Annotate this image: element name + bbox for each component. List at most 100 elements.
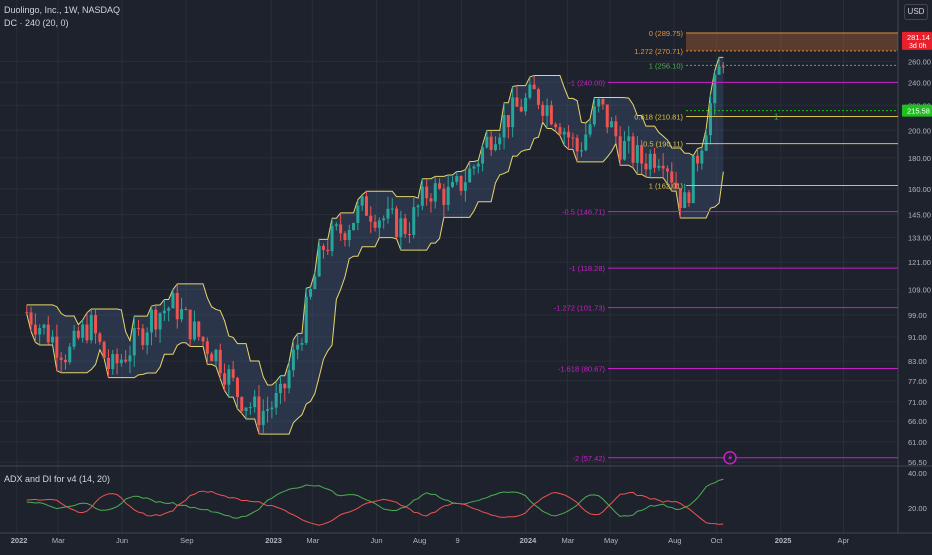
candle-body <box>102 341 106 359</box>
fib-level-label: -1.272 (101.73) <box>554 304 606 313</box>
candle-body <box>622 141 626 160</box>
time-axis-tick: May <box>604 536 618 545</box>
price-axis-tick: 180.00 <box>908 154 931 163</box>
fib-level-label: 0.5 (190.11) <box>643 140 683 149</box>
donchian-channel <box>26 56 724 435</box>
candle-body <box>373 221 377 228</box>
candle-body <box>416 205 420 208</box>
adx-indicator-legend[interactable]: ADX and DI for v4 (14, 20) <box>4 474 111 484</box>
candle-body <box>558 127 562 135</box>
adx-axis-tick: 40.00 <box>908 469 927 478</box>
candle-body <box>549 105 553 125</box>
price-axis-tick: 71.00 <box>908 398 927 407</box>
candle-body <box>476 163 480 167</box>
candle-body <box>463 182 467 191</box>
candle-body <box>128 355 132 362</box>
fib-zone-fill <box>686 33 898 51</box>
currency-button[interactable]: USD <box>904 4 928 20</box>
candle-body <box>528 84 532 98</box>
candle-body <box>145 332 149 346</box>
event-lightning-icon[interactable] <box>723 451 737 465</box>
adx-pane: 40.00 20.00 <box>26 469 927 526</box>
candle-body <box>115 354 119 364</box>
candle-body <box>597 99 601 107</box>
candle-body <box>485 136 489 148</box>
candle-body <box>601 99 605 105</box>
candle-body <box>132 328 136 356</box>
candle-body <box>296 344 300 350</box>
candle-body <box>210 353 214 362</box>
candle-body <box>683 192 687 209</box>
candle-body <box>708 103 712 136</box>
candle-body <box>266 409 270 411</box>
countdown-marker: 1 <box>774 113 779 122</box>
candle-body <box>648 153 652 170</box>
candle-body <box>59 357 63 360</box>
last-price-tag <box>902 31 932 50</box>
candle-body <box>506 115 510 128</box>
candle-body <box>244 407 248 411</box>
candle-body <box>42 324 46 329</box>
candle-body <box>111 354 115 370</box>
candle-body <box>670 171 674 183</box>
time-axis-tick: Mar <box>52 536 65 545</box>
candle-body <box>704 135 708 151</box>
candle-body <box>412 207 416 235</box>
candle-body <box>554 124 558 128</box>
di-minus-line <box>26 490 724 526</box>
candle-body <box>511 97 515 128</box>
candle-body <box>231 369 235 378</box>
candle-body <box>687 192 691 203</box>
time-axis-tick: Sep <box>180 536 193 545</box>
candle-body <box>94 315 98 334</box>
candle-body <box>68 346 72 363</box>
bar-countdown: 3d 0h <box>909 43 927 50</box>
candle-body <box>313 276 317 290</box>
fib-level-label: 0 (289.75) <box>649 29 684 38</box>
candle-body <box>51 336 55 343</box>
candle-body <box>382 218 386 221</box>
time-axis-tick: Jun <box>370 536 382 545</box>
fib-level-label: 0.618 (210.81) <box>634 112 683 121</box>
candle-body <box>627 136 631 142</box>
candle-body <box>438 183 442 189</box>
price-axis-tick: 133.00 <box>908 233 931 242</box>
candle-body <box>180 309 184 320</box>
candles <box>25 57 725 435</box>
candle-body <box>184 309 188 311</box>
candle-body <box>489 136 493 151</box>
candle-body <box>218 349 222 374</box>
candle-body <box>610 121 614 128</box>
candle-body <box>257 396 261 426</box>
price-axis-tick: 56.50 <box>908 458 927 467</box>
candle-body <box>390 208 394 210</box>
green-level-tag <box>902 104 932 117</box>
candle-body <box>631 136 635 163</box>
candle-body <box>519 106 523 112</box>
candle-body <box>455 175 459 182</box>
time-axis: 2022 Mar Jun Sep 2023 Mar Jun Aug 9 2024 Mar May Aug… <box>11 536 850 545</box>
symbol-title[interactable]: Duolingo, Inc., 1W, NASDAQ <box>4 5 121 15</box>
candle-body <box>369 215 373 222</box>
candle-body <box>214 349 218 362</box>
time-axis-tick: 2023 <box>265 536 282 545</box>
candle-body <box>584 134 588 151</box>
candle-body <box>283 383 287 389</box>
candle-body <box>635 145 639 163</box>
candle-body <box>360 196 364 206</box>
time-axis-tick: Aug <box>413 536 426 545</box>
candle-body <box>339 224 343 234</box>
candle-body <box>119 359 123 364</box>
time-axis-tick: Apr <box>837 536 849 545</box>
candle-body <box>154 309 158 330</box>
candle-body <box>459 175 463 191</box>
price-axis-tick: 91.00 <box>908 333 927 342</box>
candle-body <box>498 137 502 145</box>
price-axis-tick: 260.00 <box>908 57 931 66</box>
dc-indicator-legend[interactable]: DC · 240 (20, 0) <box>4 18 69 28</box>
fib-level-label: -1 (118.28) <box>569 264 606 273</box>
candle-body <box>536 89 540 105</box>
candle-body <box>446 186 450 205</box>
